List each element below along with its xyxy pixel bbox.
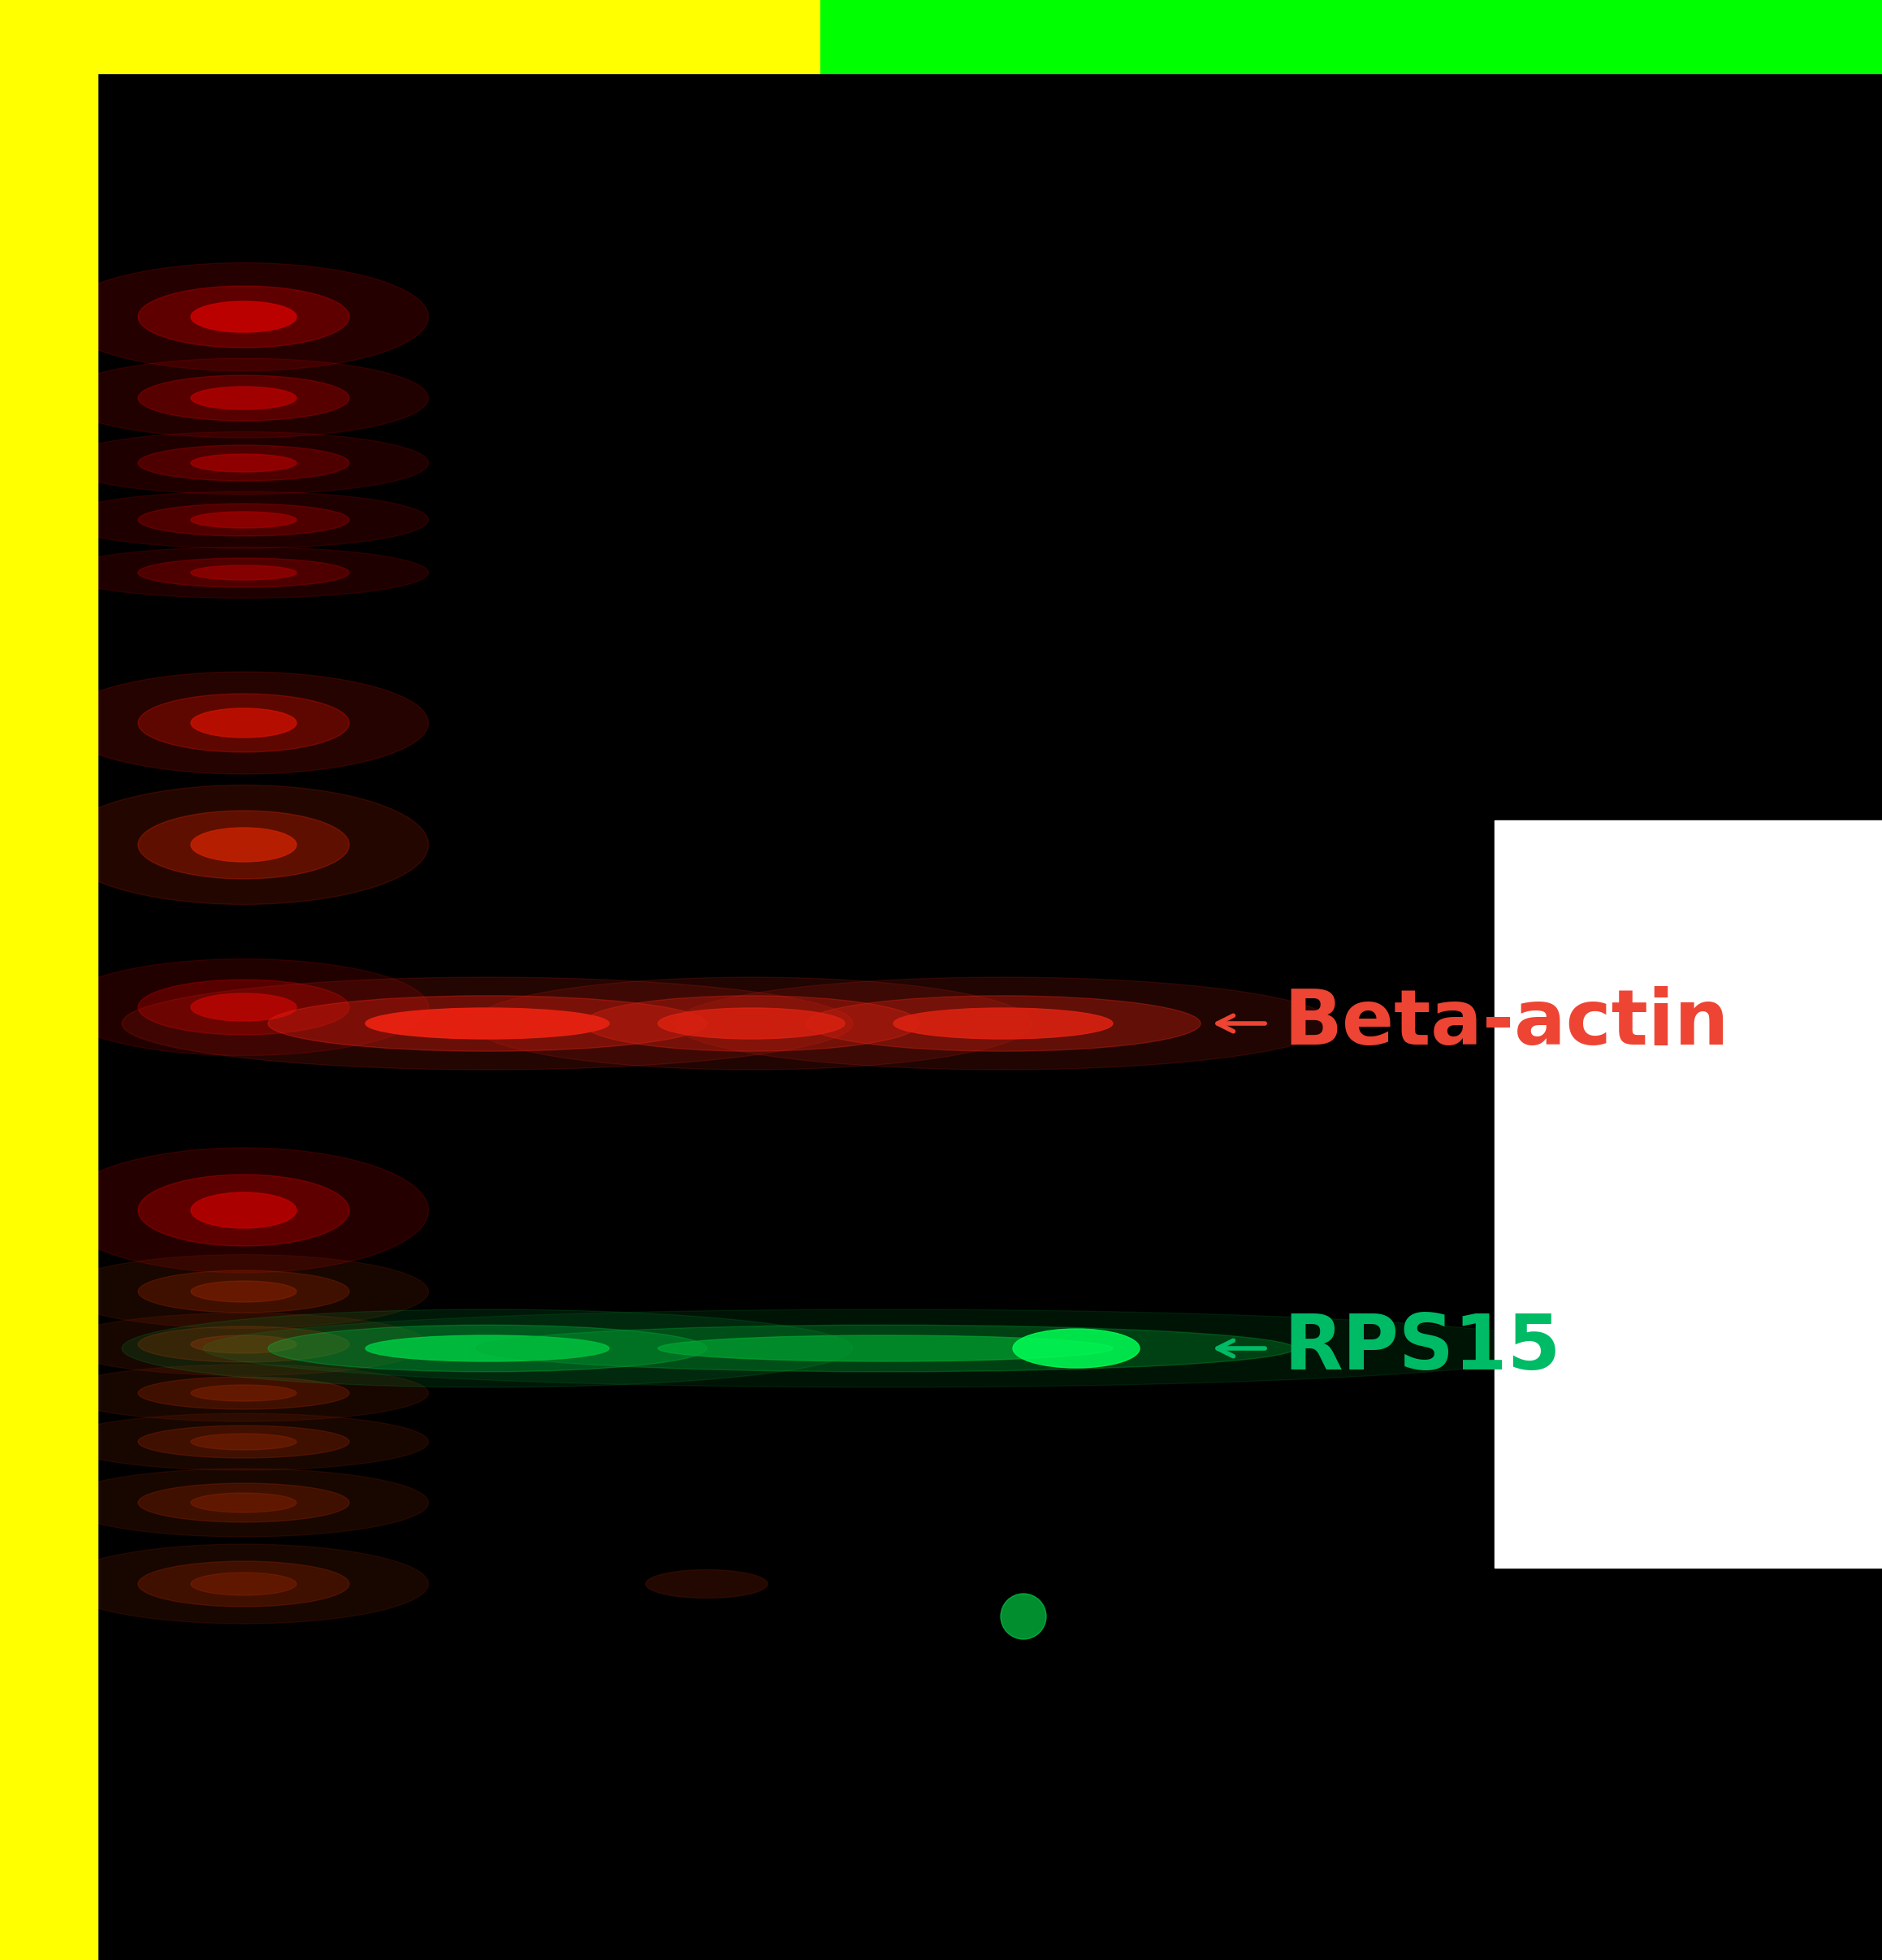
Text: RPS15: RPS15: [1284, 1311, 1560, 1386]
Ellipse shape: [58, 786, 429, 904]
Ellipse shape: [659, 1007, 845, 1039]
Ellipse shape: [190, 1192, 297, 1229]
Ellipse shape: [137, 811, 350, 878]
Ellipse shape: [58, 958, 429, 1056]
Ellipse shape: [58, 547, 429, 598]
Ellipse shape: [137, 559, 350, 588]
Circle shape: [1001, 1593, 1046, 1639]
Text: Beta-actin: Beta-actin: [1284, 986, 1730, 1060]
Ellipse shape: [137, 286, 350, 347]
Ellipse shape: [1013, 1329, 1140, 1368]
Ellipse shape: [203, 1309, 1568, 1388]
Ellipse shape: [190, 512, 297, 527]
Ellipse shape: [190, 708, 297, 737]
Ellipse shape: [58, 1313, 429, 1376]
Ellipse shape: [58, 1413, 429, 1470]
Ellipse shape: [58, 1468, 429, 1537]
Ellipse shape: [659, 1335, 1112, 1362]
Ellipse shape: [137, 1562, 350, 1607]
Ellipse shape: [137, 374, 350, 421]
Ellipse shape: [190, 1572, 297, 1595]
Ellipse shape: [122, 1309, 853, 1388]
Bar: [1494, 821, 1882, 1568]
Ellipse shape: [190, 827, 297, 862]
Ellipse shape: [137, 445, 350, 480]
Ellipse shape: [58, 1149, 429, 1272]
Ellipse shape: [58, 359, 429, 437]
Ellipse shape: [646, 1570, 768, 1597]
Ellipse shape: [190, 386, 297, 410]
Ellipse shape: [58, 1254, 429, 1329]
Ellipse shape: [190, 1386, 297, 1401]
Ellipse shape: [365, 1335, 610, 1362]
Ellipse shape: [267, 1325, 706, 1372]
Ellipse shape: [122, 978, 853, 1070]
Ellipse shape: [476, 1325, 1295, 1372]
Bar: [0, 0, 821, 73]
Ellipse shape: [894, 1007, 1112, 1039]
Ellipse shape: [583, 996, 920, 1051]
Ellipse shape: [58, 431, 429, 494]
Ellipse shape: [137, 694, 350, 753]
Ellipse shape: [190, 994, 297, 1021]
Ellipse shape: [58, 263, 429, 370]
Ellipse shape: [190, 1335, 297, 1352]
Ellipse shape: [805, 996, 1201, 1051]
Ellipse shape: [365, 1007, 610, 1039]
Ellipse shape: [58, 1364, 429, 1421]
Ellipse shape: [58, 672, 429, 774]
Ellipse shape: [58, 492, 429, 549]
Ellipse shape: [470, 978, 1031, 1070]
Ellipse shape: [190, 1282, 297, 1301]
Ellipse shape: [190, 455, 297, 472]
Ellipse shape: [58, 1544, 429, 1623]
Ellipse shape: [137, 1174, 350, 1247]
Ellipse shape: [137, 1327, 350, 1362]
Ellipse shape: [137, 1270, 350, 1313]
Ellipse shape: [137, 504, 350, 537]
Ellipse shape: [190, 1494, 297, 1513]
Ellipse shape: [137, 1425, 350, 1458]
Ellipse shape: [190, 1433, 297, 1450]
Ellipse shape: [137, 980, 350, 1035]
Bar: [0, 0, 98, 1960]
Ellipse shape: [674, 978, 1332, 1070]
Bar: [821, 0, 1882, 73]
Ellipse shape: [190, 302, 297, 331]
Ellipse shape: [137, 1484, 350, 1523]
Ellipse shape: [267, 996, 706, 1051]
Ellipse shape: [137, 1376, 350, 1409]
Ellipse shape: [190, 564, 297, 580]
